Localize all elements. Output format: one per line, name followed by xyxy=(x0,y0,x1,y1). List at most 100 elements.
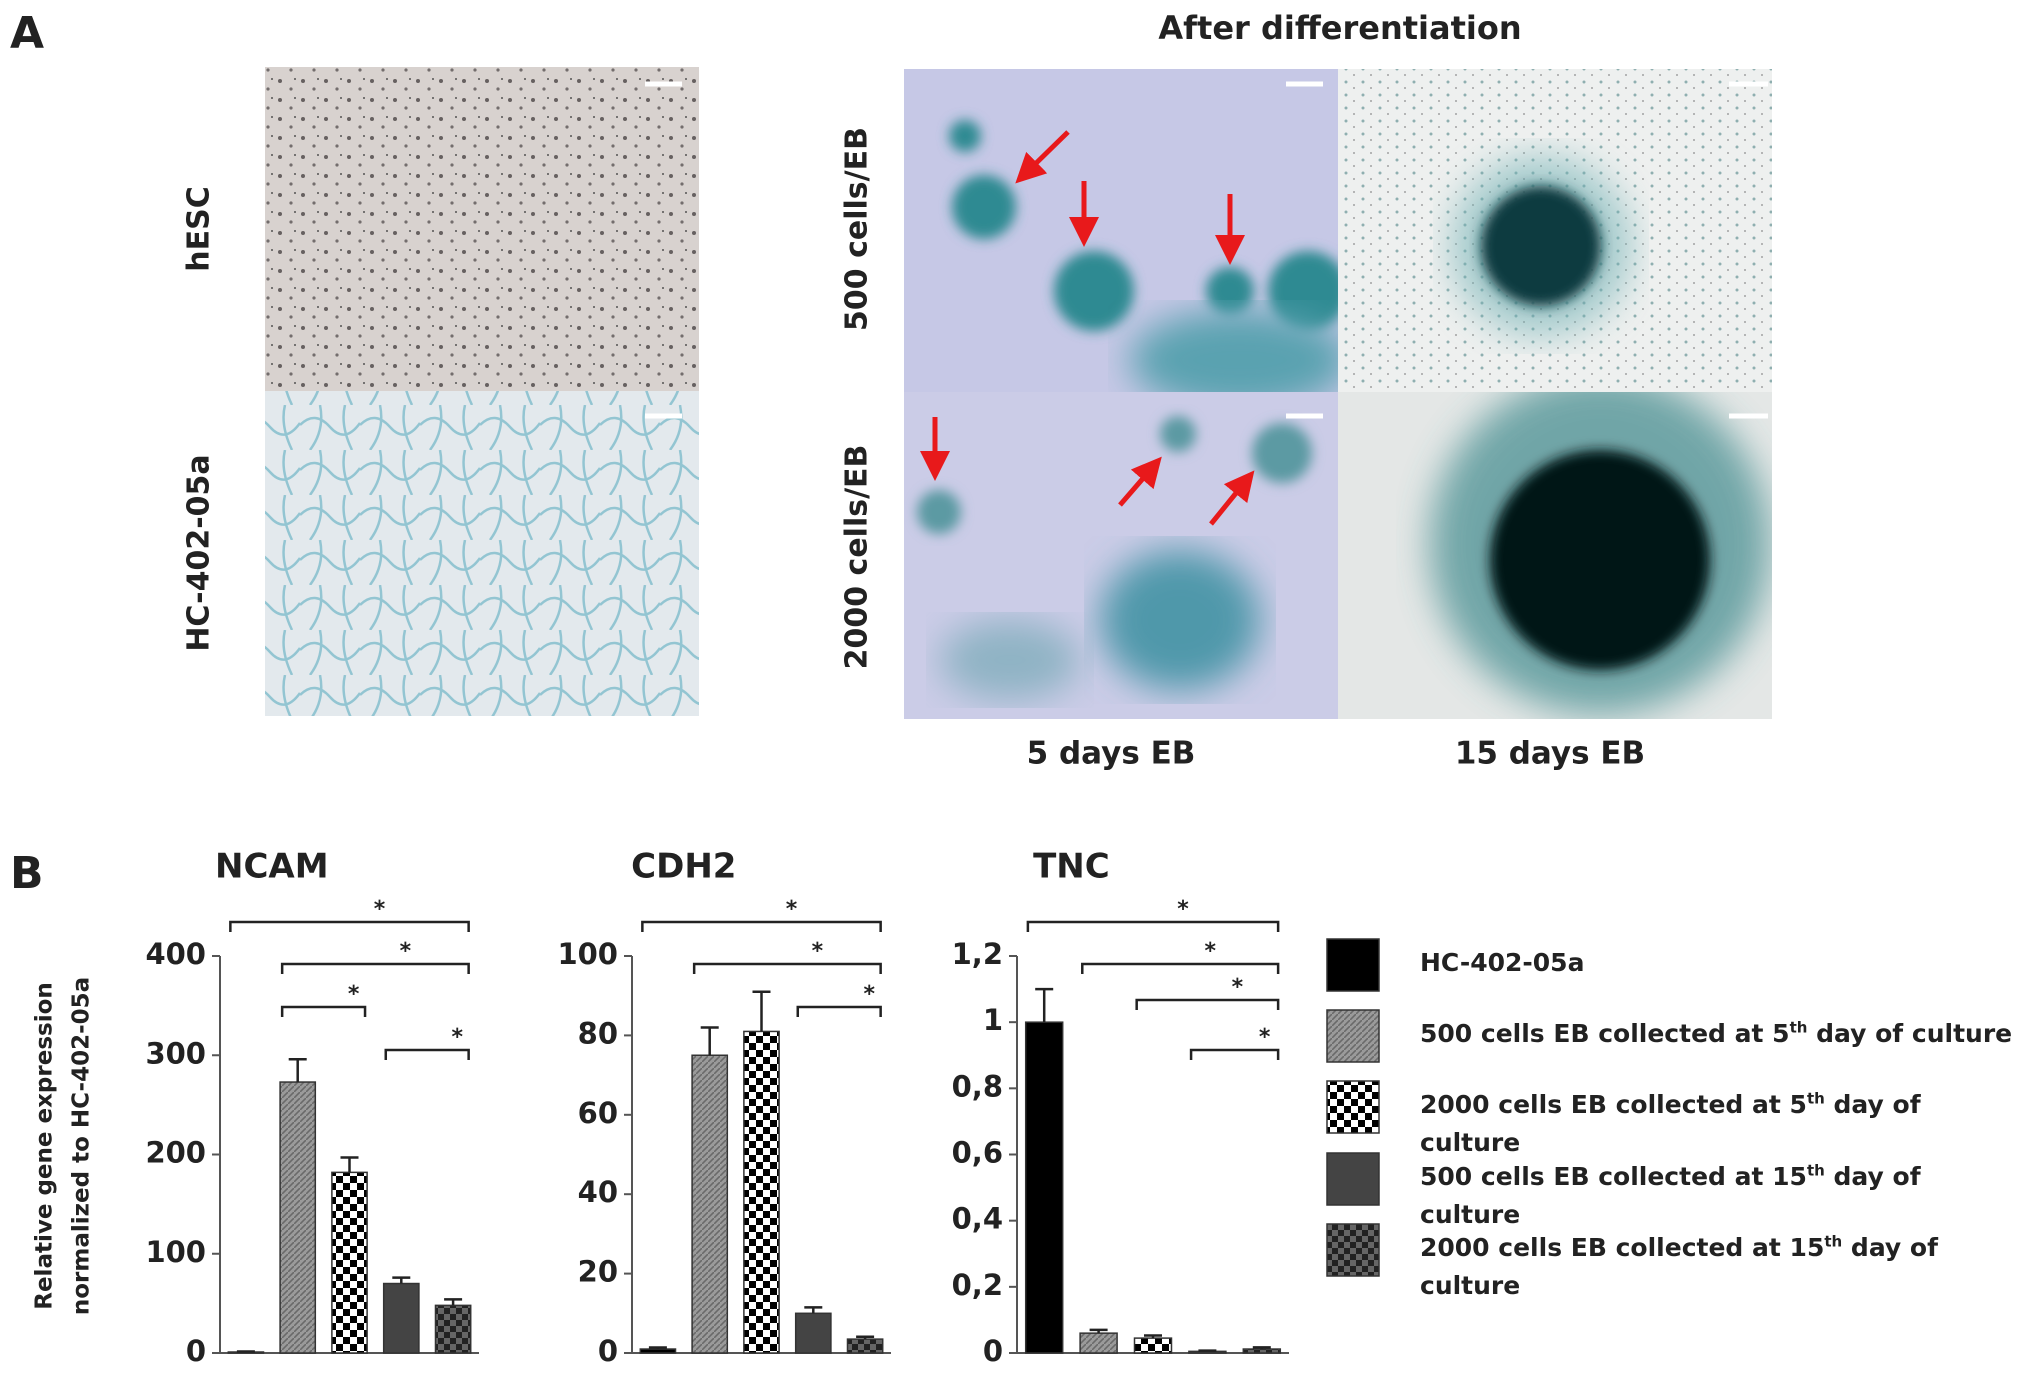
y-tick-label: 80 xyxy=(578,1016,618,1050)
chart-title: TNC xyxy=(1033,847,1110,887)
error-bar xyxy=(700,1026,719,1056)
significance-bracket xyxy=(1081,962,1280,974)
y-axis-label: normalized to HC-402-05a xyxy=(69,977,95,1315)
y-tick-label: 100 xyxy=(557,937,618,971)
y-tick-label: 1,2 xyxy=(952,937,1003,971)
error-bar xyxy=(392,1276,411,1284)
panel-label: A xyxy=(10,8,44,59)
error-bar xyxy=(1089,1328,1108,1334)
y-tick-label: 0,6 xyxy=(952,1136,1003,1170)
scale-bars xyxy=(645,81,1768,419)
legend-swatch xyxy=(1326,1080,1380,1134)
bar xyxy=(794,1312,832,1354)
legend-swatch xyxy=(1326,1223,1380,1277)
legend-label: 500 cells EB collected at 15th day of cu… xyxy=(1420,1161,1921,1229)
bar xyxy=(434,1304,472,1354)
image-500-15d xyxy=(1338,69,1772,392)
significance-bracket xyxy=(1135,998,1280,1010)
heading: After differentiation xyxy=(1158,9,1521,47)
y-tick-label: 400 xyxy=(145,937,206,971)
significance-bracket xyxy=(692,962,882,974)
error-bar xyxy=(1035,987,1054,1023)
column-label: 15 days EB xyxy=(1455,736,1645,772)
y-tick-label: 0 xyxy=(186,1334,206,1368)
significance-label: * xyxy=(374,897,386,922)
arrows xyxy=(920,130,1255,526)
legend-label: 2000 cells EB collected at 5th day of cu… xyxy=(1420,1089,1921,1157)
significance-label: * xyxy=(1232,975,1244,1000)
significance-bracket xyxy=(1189,1048,1280,1060)
y-tick-label: 1 xyxy=(983,1003,1003,1037)
y-tick-label: 0 xyxy=(983,1334,1003,1368)
bar xyxy=(1242,1348,1282,1354)
error-bar xyxy=(1198,1349,1217,1352)
significance-bracket xyxy=(280,962,470,974)
row-label: 500 cells/EB xyxy=(840,127,875,331)
significance-label: * xyxy=(1204,939,1216,964)
y-tick-label: 20 xyxy=(578,1255,618,1289)
bar xyxy=(639,1348,677,1354)
significance-label: * xyxy=(1177,897,1189,922)
row-label: HC-402-05a xyxy=(182,454,217,651)
bar xyxy=(1133,1337,1173,1354)
significance-bracket xyxy=(796,1005,882,1017)
error-bar xyxy=(288,1057,307,1083)
image-2000-5d xyxy=(904,392,1338,719)
row-label: hESC xyxy=(182,186,217,271)
bar xyxy=(691,1054,729,1354)
significance-label: * xyxy=(812,939,824,964)
y-tick-label: 200 xyxy=(145,1136,206,1170)
y-tick-label: 0,8 xyxy=(952,1069,1003,1103)
significance-label: * xyxy=(400,939,412,964)
error-bar xyxy=(340,1156,359,1173)
error-bar xyxy=(648,1346,667,1350)
chart-title: CDH2 xyxy=(631,847,736,887)
legend-label: HC-402-05a xyxy=(1420,948,1585,977)
significance-label: * xyxy=(786,897,798,922)
image-500-5d xyxy=(904,69,1338,392)
legend-label: 2000 cells EB collected at 15th day of c… xyxy=(1420,1232,1938,1300)
significance-label: * xyxy=(451,1025,463,1050)
micrographs xyxy=(265,67,1772,719)
significance-bracket xyxy=(1026,920,1280,932)
significance-bracket xyxy=(384,1048,470,1060)
image-texture xyxy=(265,67,699,391)
y-tick-label: 0,2 xyxy=(952,1268,1003,1302)
column-label: 5 days EB xyxy=(1027,736,1196,772)
y-tick-label: 100 xyxy=(145,1235,206,1269)
bar xyxy=(382,1282,420,1354)
error-bar xyxy=(804,1306,823,1314)
bar xyxy=(743,1030,780,1354)
y-tick-label: 300 xyxy=(145,1036,206,1070)
error-bar xyxy=(856,1335,875,1340)
y-tick-label: 0 xyxy=(598,1334,618,1368)
significance-label: * xyxy=(1259,1025,1271,1050)
significance-bracket xyxy=(229,920,470,932)
bar xyxy=(331,1171,368,1354)
bar xyxy=(1079,1332,1118,1354)
legend-swatch xyxy=(1326,938,1380,992)
error-bar xyxy=(752,990,771,1032)
bar xyxy=(279,1081,317,1354)
y-tick-label: 40 xyxy=(578,1175,618,1209)
legend-swatch xyxy=(1326,1009,1380,1063)
legend-label: 500 cells EB collected at 5th day of cul… xyxy=(1420,1018,2013,1048)
image-texture xyxy=(265,391,699,716)
row-label: 2000 cells/EB xyxy=(840,445,875,670)
significance-label: * xyxy=(863,982,875,1007)
bar xyxy=(1024,1021,1064,1354)
significance-bracket xyxy=(641,920,882,932)
significance-label: * xyxy=(348,982,360,1007)
error-bar xyxy=(444,1298,463,1306)
error-bar xyxy=(1144,1334,1162,1339)
panel-label: B xyxy=(10,848,44,899)
image-2000-15d xyxy=(1338,392,1772,719)
y-tick-label: 60 xyxy=(578,1096,618,1130)
significance-bracket xyxy=(280,1005,367,1017)
legend-swatch xyxy=(1326,1152,1380,1206)
y-axis-label: Relative gene expression xyxy=(32,982,58,1310)
chart-title: NCAM xyxy=(215,847,329,887)
y-tick-label: 0,4 xyxy=(952,1202,1003,1236)
